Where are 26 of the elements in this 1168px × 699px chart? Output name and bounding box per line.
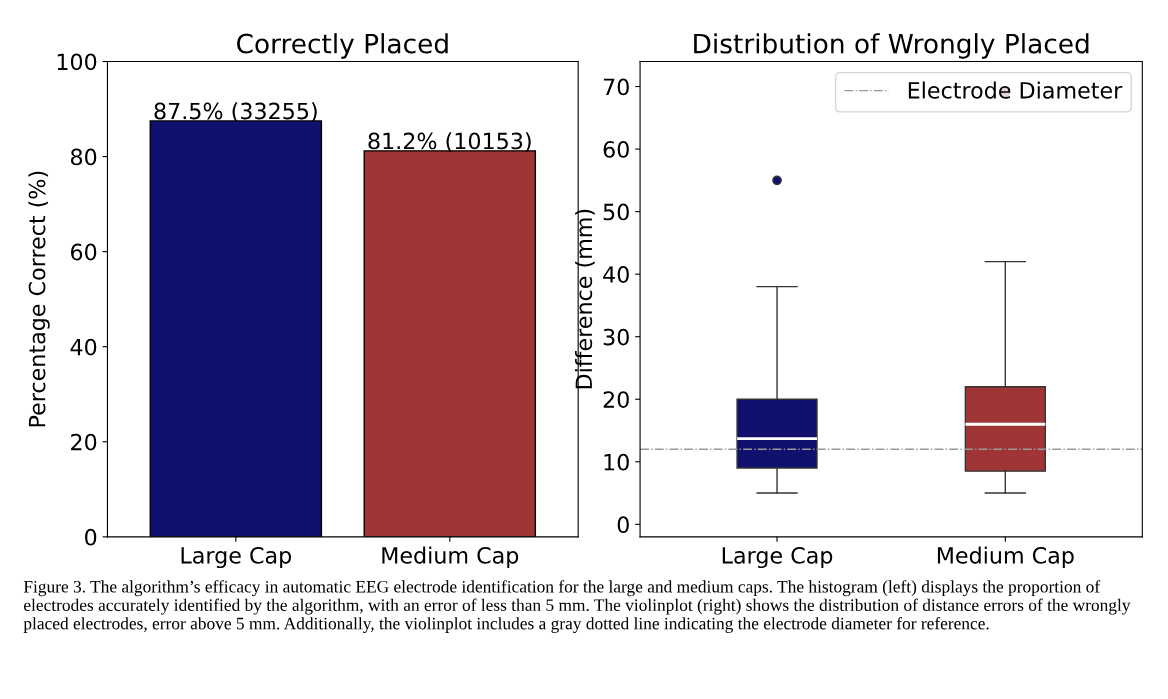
x-tick-label: Medium Cap [937, 546, 1074, 569]
y-tick-label: 10 [604, 453, 629, 471]
x-tick-label: Medium Cap [382, 546, 519, 569]
chart-title: Correctly Placed [237, 33, 448, 59]
y-tick-label: 0 [617, 516, 629, 534]
y-axis-title: Percentage Correct (%) [28, 171, 50, 427]
x-tick-label: Large Cap [181, 546, 292, 569]
y-tick-label: 80 [70, 148, 97, 166]
data-label: 81.2% (10153) [368, 132, 531, 152]
y-tick-label: 30 [603, 328, 629, 346]
y-tick-label: 70 [603, 78, 629, 96]
data-label: 87.5% (33255) [154, 102, 317, 123]
y-tick-label: 40 [70, 338, 97, 356]
y-tick-label: 20 [603, 391, 629, 408]
y-tick-label: 60 [71, 243, 97, 261]
caption: Figure 3. The algorithm’s efficacy in automatic EEG electrode identification for the large and medium caps. The histogram (left) displays the proportion of electrodes accurately identified by the algorithm, with an error of less than 5 mm. The violinplot (right) shows the distribution of distance errors of the wrongly placed electrodes, error above 5 mm. Additionally, the violinplot includes a gray dotted line indicating the electrode diameter for reference. [23, 580, 1131, 633]
y-tick-label: 100 [57, 53, 97, 71]
y-tick-label: 20 [71, 433, 97, 451]
y-tick-label: 50 [603, 203, 629, 221]
y-tick-label: 0 [85, 528, 97, 546]
y-tick-label: 60 [603, 141, 629, 158]
y-axis-title: Difference (mm) [575, 209, 595, 389]
x-tick-label: Large Cap [722, 546, 833, 569]
y-tick-label: 40 [603, 266, 629, 283]
legend-label: Electrode Diameter [908, 81, 1123, 99]
chart-title: Distribution of Wrongly Placed [694, 33, 1089, 59]
